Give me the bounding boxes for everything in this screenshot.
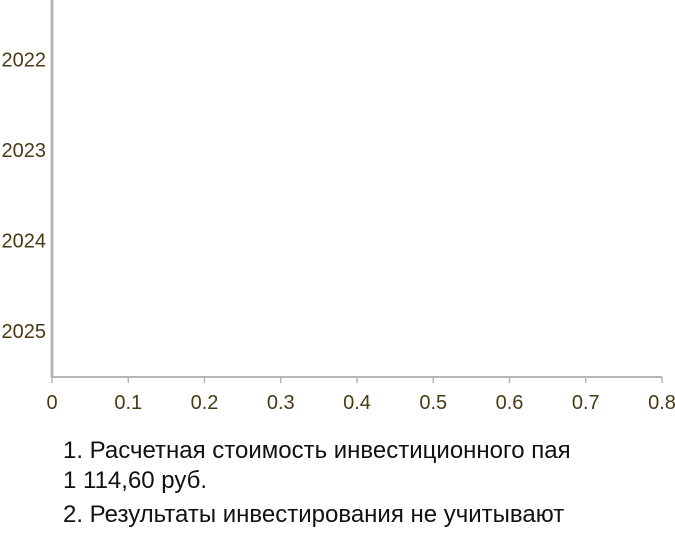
x-tick-label: 0.1 bbox=[114, 392, 142, 414]
y-tick-label: 2023 bbox=[2, 140, 47, 162]
note-1-line-2: 1 114,60 руб. bbox=[63, 467, 208, 494]
x-tick-label: 0.4 bbox=[343, 392, 371, 414]
x-tick-label: 0 bbox=[46, 392, 57, 414]
note-2-line-1: 2. Результаты инвестирования не учитываю… bbox=[63, 501, 565, 528]
y-tick-label: 2022 bbox=[2, 50, 47, 72]
note-1-line-1: 1. Расчетная стоимость инвестиционного п… bbox=[63, 437, 571, 464]
x-tick-label: 0.3 bbox=[267, 392, 295, 414]
note-2: 2. Результаты инвестирования не учитываю… bbox=[63, 500, 663, 530]
note-1: 1. Расчетная стоимость инвестиционного п… bbox=[63, 436, 663, 496]
y-tick-label: 2025 bbox=[2, 321, 47, 343]
chart-notes: 1. Расчетная стоимость инвестиционного п… bbox=[63, 436, 663, 534]
x-tick-label: 0.8 bbox=[648, 392, 675, 414]
x-tick-label: 0.6 bbox=[496, 392, 524, 414]
x-tick-label: 0.5 bbox=[419, 392, 447, 414]
x-tick-label: 0.7 bbox=[572, 392, 600, 414]
y-tick-label: 2024 bbox=[2, 231, 47, 253]
bar-chart: 2022 2023 2024 2025 0 0.1 0.2 0.3 0.4 0.5 0.6 0.7 0.… bbox=[2, 0, 675, 414]
x-tick-label: 0.2 bbox=[191, 392, 219, 414]
